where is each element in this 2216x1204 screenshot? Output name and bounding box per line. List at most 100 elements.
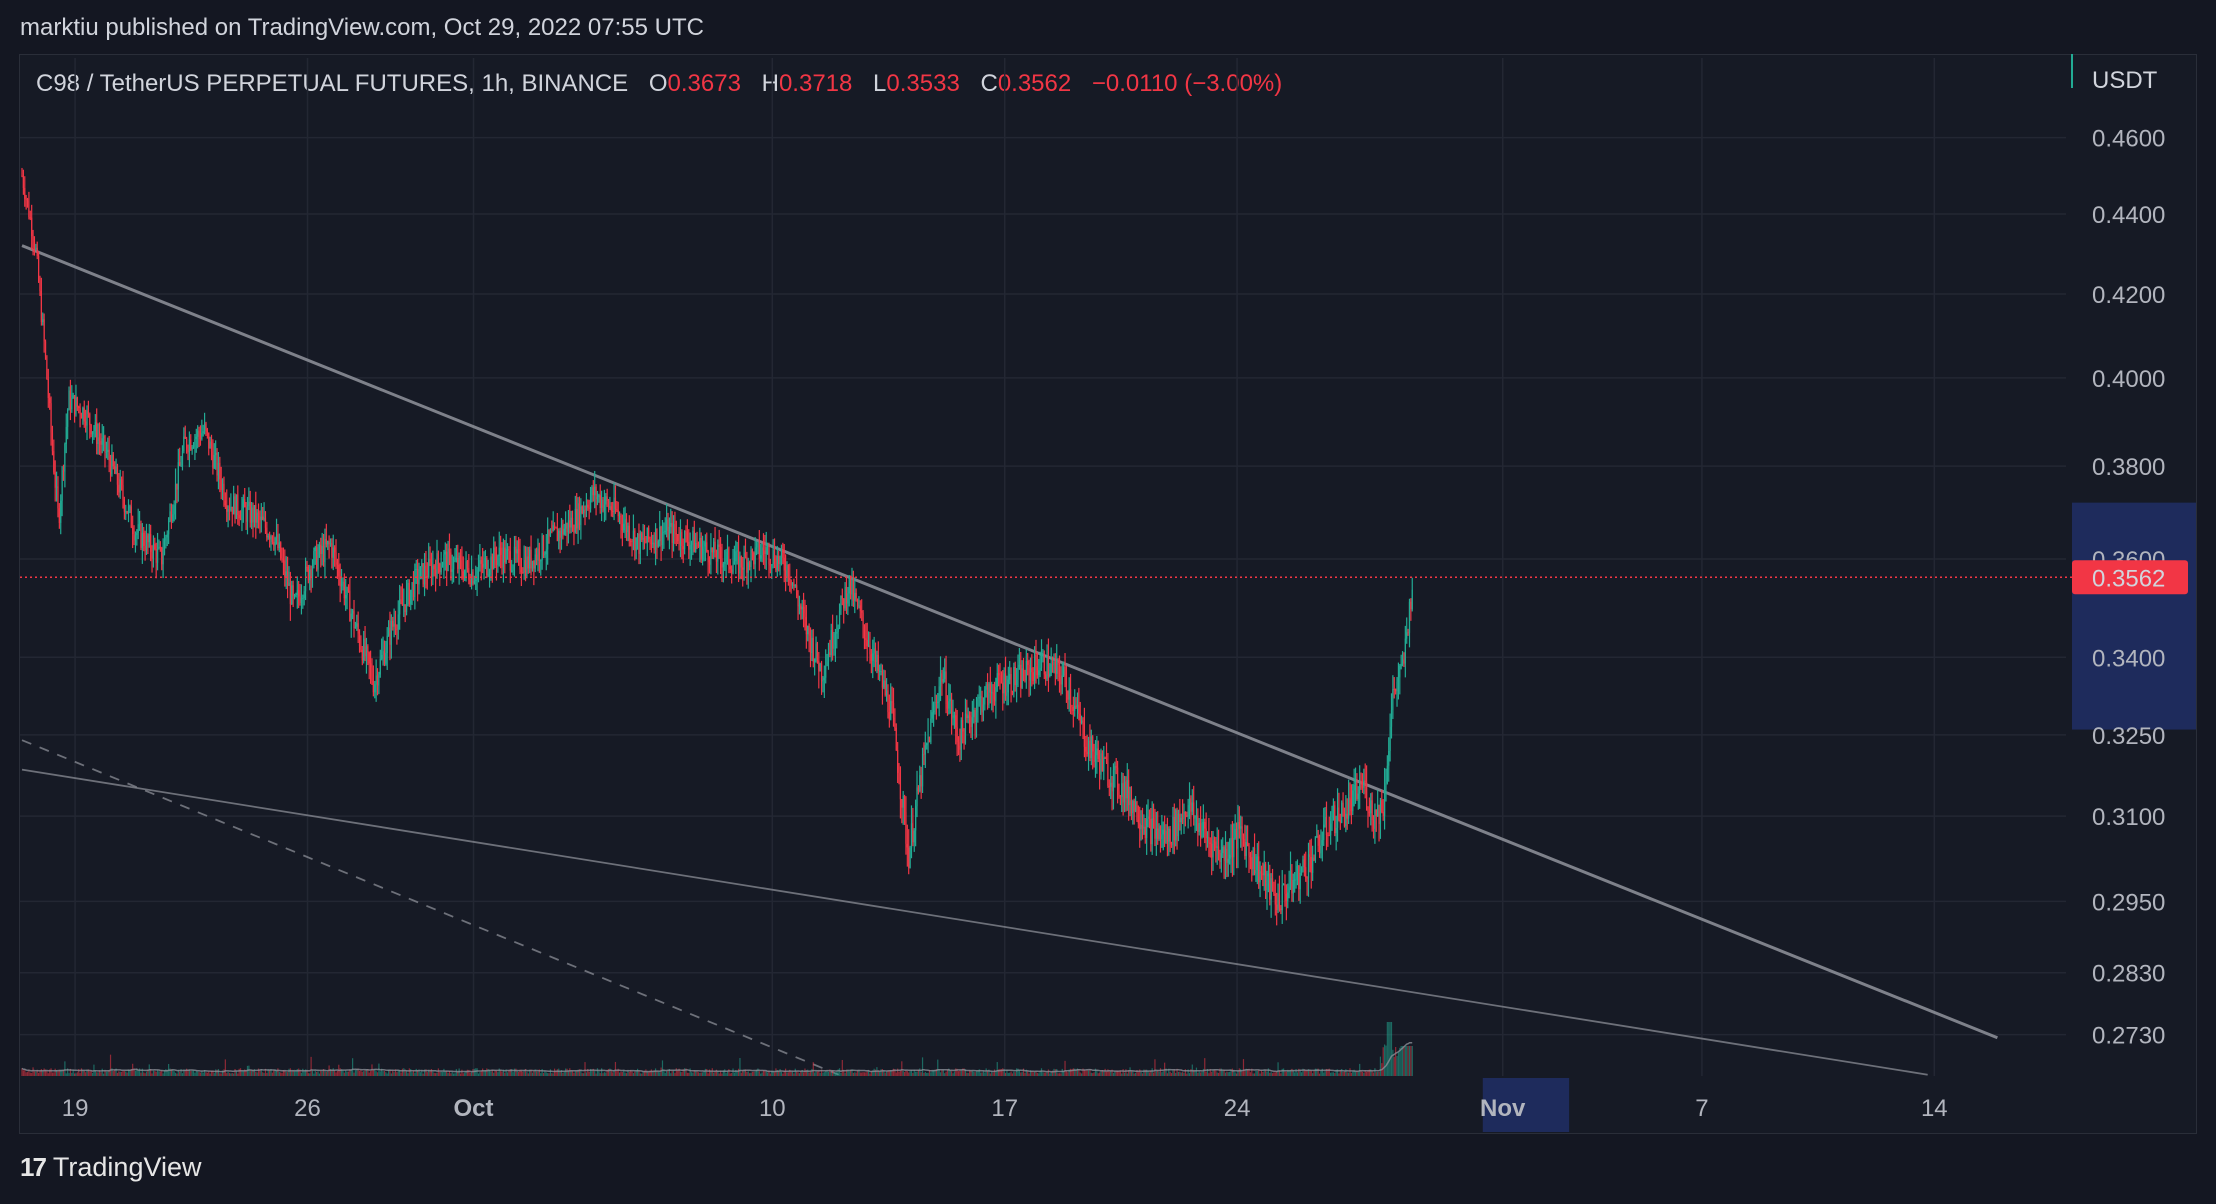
candle-body xyxy=(506,548,509,550)
candle-body xyxy=(991,692,993,694)
volume-bar xyxy=(233,1073,235,1076)
candle-body xyxy=(692,530,694,542)
candle-body xyxy=(453,560,455,570)
volume-bar xyxy=(1407,1046,1409,1076)
volume-bar xyxy=(334,1070,336,1076)
candle-body xyxy=(876,654,878,663)
candle-body xyxy=(1133,801,1135,812)
volume-bar xyxy=(405,1070,408,1076)
volume-bar xyxy=(1220,1068,1222,1076)
candle-body xyxy=(116,466,119,485)
volume-bar xyxy=(300,1072,303,1076)
candle-body xyxy=(134,535,137,541)
volume-bar xyxy=(1249,1072,1251,1076)
candle-body xyxy=(816,643,819,661)
volume-bar xyxy=(26,1071,29,1076)
volume-bar xyxy=(1082,1068,1084,1076)
trendline-0[interactable] xyxy=(21,244,1998,1040)
candle-body xyxy=(472,571,474,584)
volume-bar xyxy=(1198,1071,1200,1076)
time-axis[interactable]: 19 26 Oct 10 17 24 Nov 7 14 xyxy=(62,1095,1948,1122)
tradingview-logo[interactable]: 17 TradingView xyxy=(20,1152,202,1183)
candle-body xyxy=(1123,781,1126,803)
candle-body xyxy=(1292,879,1294,894)
volume-bar xyxy=(365,1069,368,1076)
candle-body xyxy=(652,542,654,545)
candle-body xyxy=(450,552,452,572)
volume-bar xyxy=(786,1072,788,1076)
volume-bar xyxy=(558,1068,560,1076)
volume-bar xyxy=(556,1069,558,1076)
volume-bar xyxy=(159,1071,161,1076)
candle-body xyxy=(505,549,507,563)
candle-body xyxy=(1258,856,1260,883)
trendlines[interactable] xyxy=(21,244,1998,1076)
volume-bar xyxy=(891,1070,893,1076)
volume-bar xyxy=(1287,1070,1289,1076)
candle-body xyxy=(1401,659,1404,664)
candle-body xyxy=(1117,767,1119,792)
volume-bar xyxy=(187,1069,189,1076)
candle-body xyxy=(930,718,932,743)
chart-frame[interactable] xyxy=(19,54,2197,1134)
candle-body xyxy=(112,454,114,467)
volume-bar xyxy=(145,1071,148,1076)
volume-bar xyxy=(643,1070,646,1076)
candle-body xyxy=(293,595,296,597)
candle-body xyxy=(885,690,888,695)
candle-body xyxy=(454,560,456,562)
candle-body xyxy=(1076,704,1079,708)
candle-body xyxy=(749,562,751,568)
volume-bar xyxy=(984,1072,986,1076)
candle-body xyxy=(948,701,950,709)
candle-body xyxy=(1136,801,1138,821)
volume-bar xyxy=(570,1070,572,1076)
candle-body xyxy=(1305,867,1307,878)
candle-body xyxy=(192,447,195,449)
volume-bar xyxy=(825,1071,827,1076)
candle-body xyxy=(915,806,917,831)
candle-body xyxy=(700,537,702,560)
trendline-1[interactable] xyxy=(21,768,1928,1076)
volume-bar xyxy=(64,1061,66,1076)
volume-bar xyxy=(310,1056,312,1076)
volume-bar xyxy=(1379,1056,1382,1076)
candle-body xyxy=(399,599,401,615)
volume-bar xyxy=(1134,1072,1137,1076)
volume-bar xyxy=(403,1068,405,1076)
volume-bar xyxy=(173,1071,175,1076)
candle-body xyxy=(926,743,928,746)
candle-body xyxy=(69,390,72,410)
volume-bar xyxy=(595,1073,597,1076)
candle-body xyxy=(717,544,719,562)
candle-body xyxy=(233,496,235,515)
volume-bar xyxy=(818,1071,820,1076)
candle-body xyxy=(1204,821,1206,829)
volume-bar xyxy=(253,1069,255,1076)
volume-bar xyxy=(324,1071,326,1076)
volume-bar xyxy=(176,1073,178,1076)
volume-bar xyxy=(147,1069,149,1076)
candle-body xyxy=(583,509,585,514)
volume-bar xyxy=(863,1072,866,1076)
candle-body xyxy=(100,441,102,445)
volume-bar xyxy=(1031,1071,1033,1076)
volume-bar xyxy=(794,1068,796,1076)
volume-bar xyxy=(614,1061,617,1076)
candle-body xyxy=(1021,668,1023,688)
candle-body xyxy=(1111,782,1113,792)
trendline-2[interactable] xyxy=(21,739,840,1076)
candle-body xyxy=(194,438,196,448)
candle-body xyxy=(270,536,272,540)
candle-body xyxy=(129,506,131,508)
candle-body xyxy=(62,470,65,472)
volume-bar xyxy=(596,1068,599,1076)
volume-bar xyxy=(1057,1073,1059,1076)
candle-body xyxy=(364,638,366,657)
volume-bar xyxy=(1136,1070,1138,1076)
volume-bar xyxy=(1201,1072,1203,1076)
volume-bar xyxy=(565,1068,567,1076)
volume-bar xyxy=(86,1069,88,1076)
candle-body xyxy=(1346,813,1348,819)
